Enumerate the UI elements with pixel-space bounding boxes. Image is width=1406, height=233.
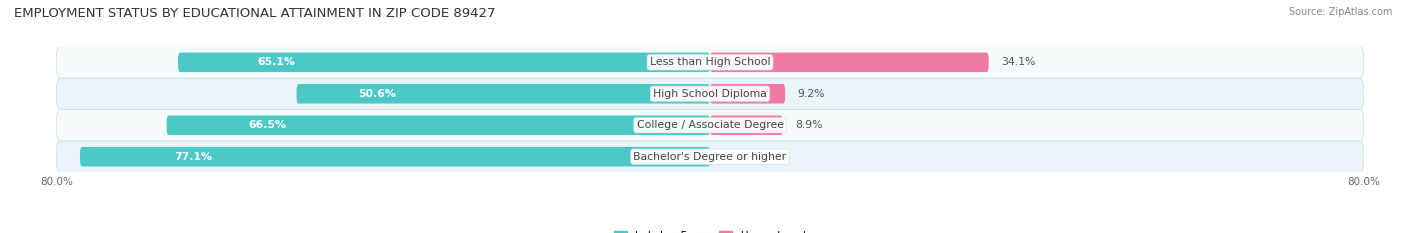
FancyBboxPatch shape [56, 110, 1364, 141]
Text: EMPLOYMENT STATUS BY EDUCATIONAL ATTAINMENT IN ZIP CODE 89427: EMPLOYMENT STATUS BY EDUCATIONAL ATTAINM… [14, 7, 495, 20]
Text: 66.5%: 66.5% [247, 120, 285, 130]
FancyBboxPatch shape [56, 78, 1364, 110]
FancyBboxPatch shape [710, 53, 988, 72]
FancyBboxPatch shape [56, 47, 1364, 78]
Text: Bachelor's Degree or higher: Bachelor's Degree or higher [634, 152, 786, 162]
FancyBboxPatch shape [80, 147, 710, 166]
Legend: In Labor Force, Unemployed: In Labor Force, Unemployed [610, 227, 810, 233]
Text: 77.1%: 77.1% [174, 152, 212, 162]
Text: High School Diploma: High School Diploma [654, 89, 766, 99]
Text: 0.0%: 0.0% [723, 152, 749, 162]
FancyBboxPatch shape [710, 84, 785, 103]
Text: 8.9%: 8.9% [794, 120, 823, 130]
Text: Less than High School: Less than High School [650, 57, 770, 67]
Text: College / Associate Degree: College / Associate Degree [637, 120, 783, 130]
Text: 50.6%: 50.6% [359, 89, 396, 99]
Text: 34.1%: 34.1% [1001, 57, 1035, 67]
FancyBboxPatch shape [710, 116, 783, 135]
FancyBboxPatch shape [56, 141, 1364, 172]
Text: 65.1%: 65.1% [257, 57, 295, 67]
Text: Source: ZipAtlas.com: Source: ZipAtlas.com [1288, 7, 1392, 17]
FancyBboxPatch shape [179, 53, 710, 72]
Text: 9.2%: 9.2% [797, 89, 825, 99]
FancyBboxPatch shape [166, 116, 710, 135]
FancyBboxPatch shape [297, 84, 710, 103]
